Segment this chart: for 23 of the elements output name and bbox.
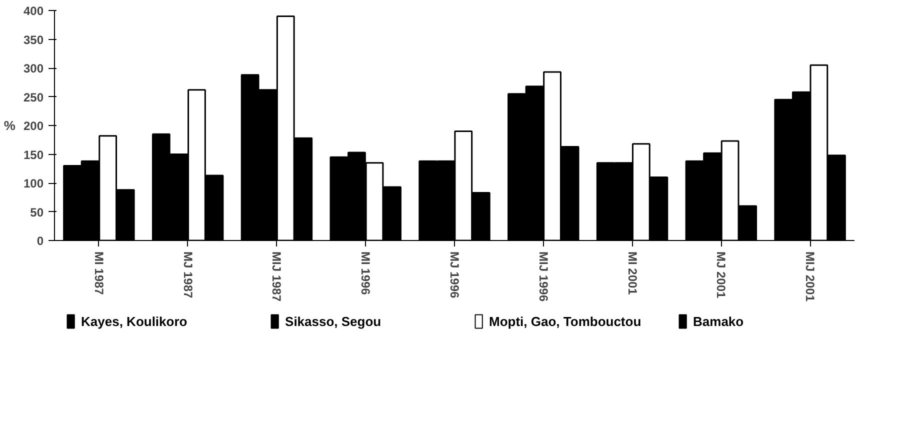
legend-label: Mopti, Gao, Tombouctou xyxy=(489,314,642,329)
x-tick-label: MJ 1987 xyxy=(180,252,195,299)
x-tick-label: MI 1996 xyxy=(358,252,373,296)
legend-label: Bamako xyxy=(693,314,744,329)
y-tick-label: 400 xyxy=(23,4,44,18)
x-tick-label: MIJ 1996 xyxy=(536,252,550,302)
x-tick-label: MIJ 2001 xyxy=(803,252,818,302)
y-tick-label: 100 xyxy=(23,176,44,190)
y-tick-label: 150 xyxy=(23,148,44,162)
y-tick-label: 0 xyxy=(36,234,44,248)
y-tick-label: 50 xyxy=(30,205,44,220)
y-tick-label: 350 xyxy=(23,32,44,47)
legend-label: Sikasso, Segou xyxy=(285,314,382,329)
x-tick-label: MJ 1996 xyxy=(448,252,462,299)
x-tick-label: MIJ 1987 xyxy=(270,252,284,302)
y-axis-title: % xyxy=(4,118,16,133)
x-tick-label: MJ 2001 xyxy=(714,252,728,299)
x-tick-label: MI 2001 xyxy=(625,252,640,296)
x-tick-label: MI 1987 xyxy=(92,252,106,296)
y-tick-label: 200 xyxy=(23,119,44,133)
y-tick-label: 300 xyxy=(23,62,44,76)
y-tick-label: 250 xyxy=(23,90,44,104)
legend-label: Kayes, Koulikoro xyxy=(81,314,188,329)
